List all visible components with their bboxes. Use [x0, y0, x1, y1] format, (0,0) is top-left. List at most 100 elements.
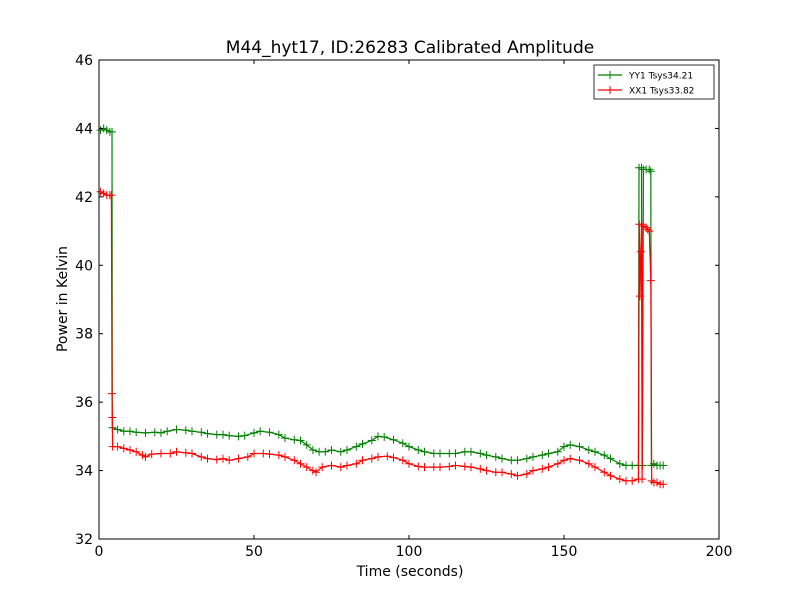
data-point	[163, 427, 172, 436]
legend: YY1 Tsys34.21 XX1 Tsys33.82	[593, 64, 715, 100]
data-point	[212, 455, 221, 464]
data-point	[250, 428, 258, 437]
data-point	[318, 463, 327, 472]
data-point	[367, 436, 376, 445]
x-tick-label: 100	[396, 544, 423, 560]
data-point	[445, 462, 454, 471]
data-point	[181, 426, 190, 435]
data-point	[108, 127, 117, 136]
data-point	[312, 468, 320, 477]
data-point	[296, 459, 305, 468]
data-point	[281, 452, 289, 461]
data-point	[352, 442, 361, 451]
data-point	[336, 463, 345, 472]
data-point	[544, 449, 553, 458]
data-point	[600, 468, 609, 477]
x-tick-label: 50	[245, 544, 263, 560]
data-point	[420, 447, 429, 456]
data-point	[197, 428, 206, 437]
data-point	[265, 428, 274, 437]
data-point	[645, 227, 654, 236]
chart-title: M44_hyt17, ID:26283 Calibrated Amplitude	[226, 38, 594, 58]
data-point	[352, 459, 361, 468]
data-point	[219, 430, 227, 439]
data-point	[225, 456, 234, 465]
data-point	[172, 425, 181, 434]
data-point	[637, 220, 646, 229]
y-axis: 32 34 36 38 40 42 44 46	[75, 53, 719, 548]
data-point	[460, 462, 469, 471]
data-point	[327, 446, 336, 455]
data-point	[126, 427, 134, 436]
data-point	[414, 446, 423, 455]
data-point	[203, 454, 212, 463]
data-point	[358, 439, 367, 448]
data-point	[358, 456, 367, 465]
data-point	[522, 469, 531, 478]
data-point	[219, 454, 227, 463]
data-point	[380, 433, 389, 442]
data-point	[302, 440, 311, 449]
y-tick-label: 42	[75, 190, 93, 206]
data-point	[575, 456, 584, 465]
data-point	[132, 428, 141, 437]
series-0	[96, 124, 668, 470]
data-point	[467, 447, 475, 456]
data-point	[243, 452, 252, 461]
y-axis-label: Power in Kelvin	[55, 246, 71, 352]
data-point	[553, 459, 562, 468]
series-1	[96, 187, 668, 489]
data-point	[108, 413, 117, 422]
data-point	[476, 464, 485, 473]
plot-series	[96, 124, 668, 489]
data-point	[615, 459, 624, 468]
data-point	[234, 432, 243, 441]
data-point	[405, 459, 413, 468]
data-point	[259, 449, 268, 458]
data-point	[119, 444, 128, 453]
data-point	[482, 451, 491, 460]
y-tick-label: 36	[75, 395, 93, 411]
data-point	[166, 449, 175, 458]
data-point	[560, 456, 568, 465]
data-point	[126, 446, 134, 455]
data-point	[600, 451, 609, 460]
data-point	[203, 429, 212, 438]
data-point	[250, 449, 258, 458]
data-point	[383, 452, 392, 461]
data-point	[659, 461, 668, 470]
data-point	[491, 452, 500, 461]
data-point	[374, 432, 382, 441]
data-point	[296, 436, 305, 445]
legend-marker	[606, 86, 614, 94]
x-axis-label: Time (seconds)	[356, 564, 464, 580]
data-point	[308, 446, 317, 455]
data-point	[436, 463, 444, 472]
x-tick-label: 150	[551, 544, 578, 560]
x-tick-label: 0	[95, 544, 104, 560]
data-point	[132, 447, 141, 456]
data-point	[553, 447, 562, 456]
x-axis: 0 50 100 150 200	[95, 60, 732, 560]
data-point	[157, 449, 165, 458]
data-point	[234, 454, 243, 463]
data-point	[290, 435, 299, 444]
data-point	[343, 446, 351, 455]
data-point	[420, 463, 429, 472]
data-point	[643, 225, 652, 234]
data-point	[389, 453, 398, 462]
data-point	[265, 450, 274, 459]
data-point	[482, 466, 491, 475]
data-point	[181, 448, 190, 457]
data-point	[659, 480, 668, 489]
data-point	[327, 461, 336, 470]
data-point	[451, 461, 460, 470]
data-point	[566, 454, 575, 463]
data-point	[141, 452, 150, 461]
data-point	[147, 450, 156, 459]
data-point	[343, 461, 351, 470]
data-point	[150, 428, 159, 437]
series-line	[100, 191, 664, 485]
data-point	[240, 431, 249, 440]
